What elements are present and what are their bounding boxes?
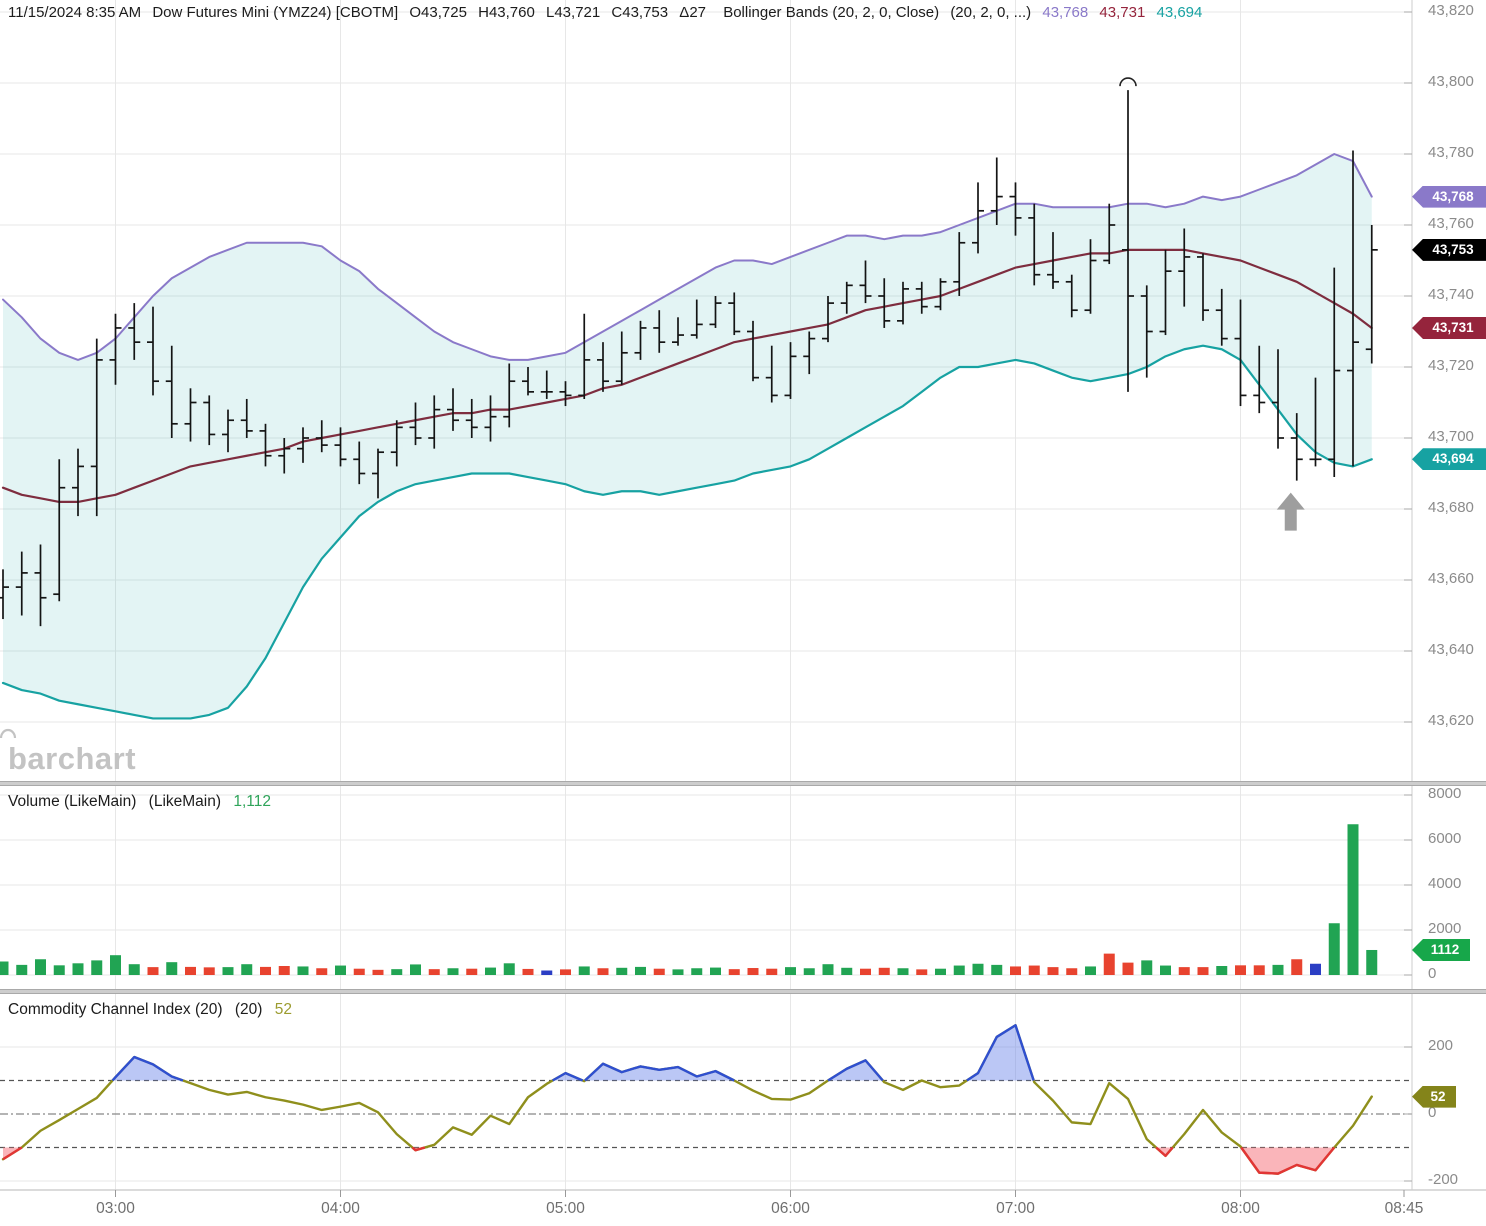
price-axis-label: 43,760 — [1428, 215, 1474, 232]
bollinger-upper-line — [2, 153, 1373, 361]
cci-axis-badge: 52 — [1412, 1085, 1456, 1108]
time-axis-label: 03:00 — [96, 1200, 135, 1217]
time-axis-label: 04:00 — [321, 1200, 360, 1217]
volume-legend[interactable]: Volume (LikeMain) (LikeMain) 1,112 — [8, 793, 279, 811]
quote-low: L43,721 — [546, 4, 601, 21]
price-axis-label: 43,740 — [1428, 286, 1474, 303]
bb-upper-value: 43,768 — [1042, 4, 1089, 21]
panel-divider-volume[interactable] — [0, 781, 1486, 786]
volume-bars — [0, 824, 1378, 975]
volume-legend-label: Volume (LikeMain) — [8, 793, 137, 810]
price-axis-label: 43,700 — [1428, 428, 1474, 445]
time-axis-label: 08:45 — [1384, 1200, 1424, 1217]
cci-legend[interactable]: Commodity Channel Index (20) (20) 52 — [8, 1001, 300, 1019]
volume-axis-label: 4000 — [1428, 875, 1462, 892]
indicator-params[interactable]: (20, 2, 0, ...) — [950, 4, 1032, 21]
time-axis-label: 06:00 — [771, 1200, 810, 1217]
main-axis-badge: 43,768 — [1412, 185, 1486, 208]
cci-axis-label: -200 — [1428, 1171, 1459, 1188]
quote-header: 11/15/2024 8:35 AM Dow Futures Mini (YMZ… — [8, 4, 1209, 21]
axis-ticks — [115, 0, 1413, 1197]
volume-axis-label: 6000 — [1428, 830, 1462, 847]
candle-pattern-arc-marker — [1119, 77, 1137, 87]
cci-threshold-lines — [0, 1079, 1486, 1191]
cci-legend-value: 52 — [274, 1001, 292, 1018]
volume-axis-badge: 1112 — [1412, 938, 1470, 961]
time-axis-label: 05:00 — [546, 1200, 585, 1217]
bb-middle-value: 43,731 — [1099, 4, 1146, 21]
cci-axis-label: 200 — [1428, 1037, 1454, 1054]
panel-divider-cci[interactable] — [0, 989, 1486, 994]
volume-legend-params: (LikeMain) — [148, 793, 222, 810]
indicator-label[interactable]: Bollinger Bands (20, 2, 0, Close) — [723, 4, 940, 21]
ohlc-series — [0, 90, 1378, 627]
price-axis-label: 43,620 — [1428, 712, 1474, 729]
quote-open: O43,725 — [409, 4, 467, 21]
price-axis-label: 43,680 — [1428, 499, 1474, 516]
cci-axis-label: 0 — [1428, 1104, 1437, 1121]
cci-legend-label: Commodity Channel Index (20) — [8, 1001, 223, 1018]
quote-close: C43,753 — [611, 4, 669, 21]
price-axis-label: 43,720 — [1428, 357, 1474, 374]
quote-datetime: 11/15/2024 8:35 AM — [8, 4, 142, 21]
main-axis-badge: 43,753 — [1412, 238, 1486, 261]
volume-legend-value: 1,112 — [233, 793, 271, 810]
price-axis-label: 43,640 — [1428, 641, 1474, 658]
volume-axis-label: 2000 — [1428, 920, 1462, 937]
barchart-watermark: barchart — [8, 741, 137, 776]
bollinger-middle-line — [1, 248, 1373, 503]
volume-axis-label: 8000 — [1428, 785, 1462, 802]
cci-legend-params: (20) — [234, 1001, 263, 1018]
bb-lower-value: 43,694 — [1156, 4, 1203, 21]
watermark-logo-arc — [0, 728, 17, 739]
bollinger-fill — [3, 154, 1372, 719]
price-axis-label: 43,660 — [1428, 570, 1474, 587]
time-axis-label: 08:00 — [1221, 1200, 1260, 1217]
quote-delta: Δ27 — [679, 4, 707, 21]
price-axis-label: 43,820 — [1428, 2, 1474, 19]
price-axis-label: 43,800 — [1428, 73, 1474, 90]
time-axis-label: 07:00 — [996, 1200, 1035, 1217]
bollinger-lower-line — [1, 344, 1373, 720]
cci-oversold — [2, 1146, 1336, 1175]
cci-overbought — [111, 1024, 1035, 1082]
quote-high: H43,760 — [478, 4, 535, 21]
up-arrow-marker — [1276, 492, 1305, 531]
volume-axis-label: 0 — [1428, 965, 1437, 982]
main-axis-badge: 43,694 — [1412, 448, 1486, 471]
main-axis-badge: 43,731 — [1412, 316, 1486, 339]
quote-symbol: Dow Futures Mini (YMZ24) [CBOTM] — [152, 4, 399, 21]
price-axis-label: 43,780 — [1428, 144, 1474, 161]
